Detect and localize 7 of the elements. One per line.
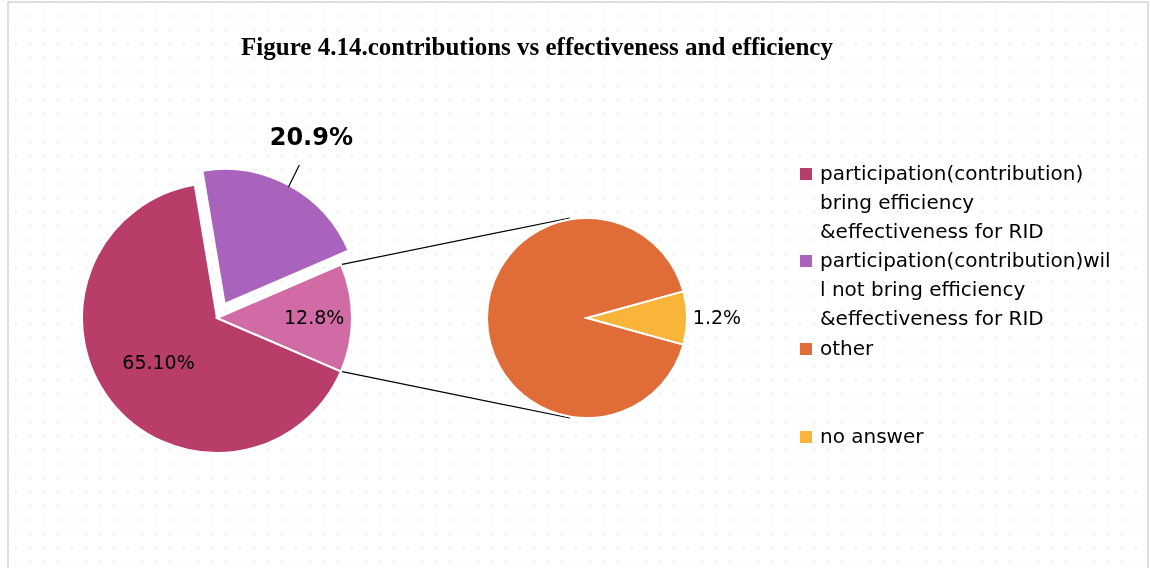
legend-label: no answer	[820, 424, 925, 448]
data-label: 12.8%	[284, 305, 345, 328]
data-label: 20.9%	[269, 122, 353, 151]
chart-title: Figure 4.14.contributions vs effectiveness and efficiency	[241, 33, 834, 60]
legend-label: other	[820, 336, 875, 360]
data-label: 1.2%	[692, 305, 742, 328]
data-label: 65.10%	[122, 351, 195, 374]
